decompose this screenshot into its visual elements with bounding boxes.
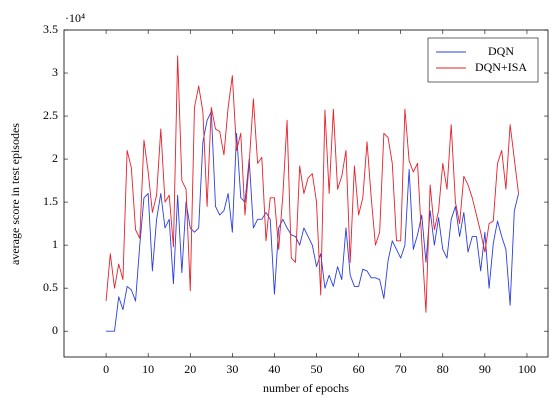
x-tick-label: 100 xyxy=(518,362,536,376)
y-tick-label: 1.5 xyxy=(43,194,58,208)
x-tick-label: 70 xyxy=(395,362,407,376)
x-tick-label: 90 xyxy=(479,362,491,376)
legend-label: DQN xyxy=(488,44,514,58)
legend-box xyxy=(427,37,539,83)
y-tick-label: 2 xyxy=(52,151,58,165)
y-tick-label: 3 xyxy=(52,65,58,79)
x-tick-label: 40 xyxy=(268,362,280,376)
legend-label: DQN+ISA xyxy=(475,60,527,74)
data-line xyxy=(105,55,519,313)
x-tick-label: 30 xyxy=(226,362,238,376)
x-tick-label: 0 xyxy=(103,362,109,376)
y-tick-label: 0.5 xyxy=(43,280,58,294)
y-axis-label: average score in test episodes xyxy=(8,123,22,265)
x-axis-label: number of epochs xyxy=(263,381,349,395)
plot-frame xyxy=(63,29,549,358)
x-tick-label: 50 xyxy=(311,362,323,376)
x-tick-label: 10 xyxy=(142,362,154,376)
y-tick-label: 3.5 xyxy=(43,22,58,36)
y-tick-label: 2.5 xyxy=(43,108,58,122)
x-tick-label: 80 xyxy=(437,362,449,376)
x-tick-label: 60 xyxy=(353,362,365,376)
y-tick-label: 0 xyxy=(52,323,58,337)
x-tick-label: 20 xyxy=(184,362,196,376)
data-line xyxy=(106,111,519,332)
y-tick-label: 1 xyxy=(52,237,58,251)
y-multiplier: ·10⁴ xyxy=(65,11,85,25)
